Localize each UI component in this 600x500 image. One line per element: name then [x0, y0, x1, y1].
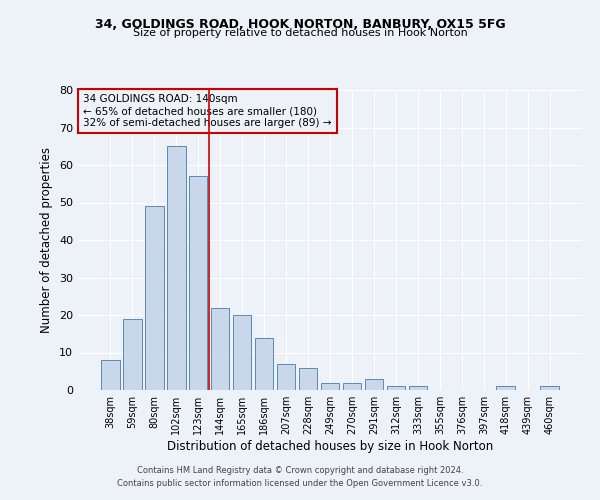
X-axis label: Distribution of detached houses by size in Hook Norton: Distribution of detached houses by size …: [167, 440, 493, 453]
Bar: [386, 386, 405, 390]
Bar: [167, 146, 185, 390]
Bar: [101, 360, 119, 390]
Bar: [496, 386, 515, 390]
Bar: [541, 386, 559, 390]
Bar: [123, 319, 142, 390]
Bar: [365, 379, 383, 390]
Bar: [343, 382, 361, 390]
Bar: [255, 338, 274, 390]
Bar: [145, 206, 164, 390]
Bar: [299, 368, 317, 390]
Bar: [233, 315, 251, 390]
Text: 34 GOLDINGS ROAD: 140sqm
← 65% of detached houses are smaller (180)
32% of semi-: 34 GOLDINGS ROAD: 140sqm ← 65% of detach…: [83, 94, 332, 128]
Y-axis label: Number of detached properties: Number of detached properties: [40, 147, 53, 333]
Text: 34, GOLDINGS ROAD, HOOK NORTON, BANBURY, OX15 5FG: 34, GOLDINGS ROAD, HOOK NORTON, BANBURY,…: [95, 18, 505, 30]
Bar: [211, 308, 229, 390]
Text: Size of property relative to detached houses in Hook Norton: Size of property relative to detached ho…: [133, 28, 467, 38]
Text: Contains HM Land Registry data © Crown copyright and database right 2024.
Contai: Contains HM Land Registry data © Crown c…: [118, 466, 482, 487]
Bar: [277, 364, 295, 390]
Bar: [320, 382, 340, 390]
Bar: [189, 176, 208, 390]
Bar: [409, 386, 427, 390]
